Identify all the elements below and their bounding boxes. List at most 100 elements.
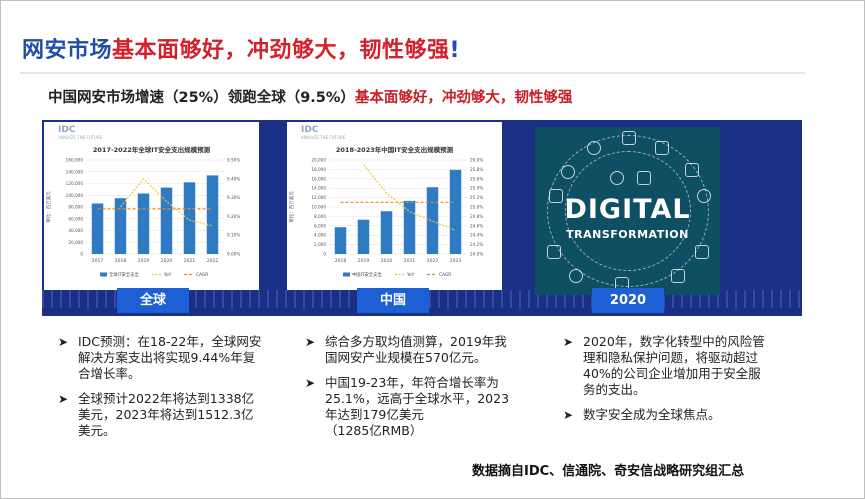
y-tick-label: 160,000 — [66, 158, 84, 163]
y-tick-label: 0 — [323, 252, 326, 257]
y-tick-label: 12,000 — [311, 195, 326, 200]
y2-tick-label: 9.20% — [227, 214, 240, 219]
x-tick-label: 2022 — [207, 258, 219, 264]
china-chart-title: 2018-2023年中国IT安全支出规模预测 — [335, 146, 454, 154]
bullet-extra: （1285亿RMB） — [325, 423, 423, 438]
digital-transformation-image: DIGITAL TRANSFORMATION — [535, 127, 720, 295]
document-icon — [637, 171, 651, 185]
y2-tick-label: 24.4% — [470, 233, 483, 238]
china-chart-card: IDC ANALYZE THE FUTURE 2018-2023年中国IT安全支出… — [287, 122, 502, 290]
y-tick-label: 6,000 — [314, 223, 326, 228]
bar — [183, 182, 196, 254]
idea-icon — [569, 269, 583, 283]
data-source-note: 数据摘自IDC、信通院、奇安信战略研究组汇总 — [472, 464, 745, 479]
bar — [403, 200, 416, 254]
monitor-icon — [622, 131, 636, 145]
transformation-word: TRANSFORMATION — [566, 228, 689, 241]
x-tick-label: 2023 — [450, 258, 462, 264]
axis-label: 单位：百万美元 — [288, 191, 295, 223]
bullet-item: 全球预计2022年将达到1338亿美元，2023年将达到1512.3亿美元。 — [58, 391, 263, 439]
y2-tick-label: 26.0% — [470, 158, 483, 163]
bar — [137, 193, 150, 254]
x-tick-label: 2021 — [404, 258, 416, 264]
y-tick-label: 2,000 — [314, 242, 326, 247]
y-tick-label: 20,000 — [68, 240, 83, 245]
global-chart-title: 2017-2022年全球IT安全支出规模预测 — [92, 146, 211, 154]
bar — [449, 169, 462, 254]
x-tick-label: 2018 — [335, 258, 347, 264]
global-chart-card: IDC ANALYZE THE FUTURE 2017-2022年全球IT安全支出… — [44, 122, 259, 290]
legend-swatch — [100, 272, 107, 277]
title-mark: ! — [449, 38, 461, 63]
idc-logo: IDC ANALYZE THE FUTURE — [58, 125, 103, 140]
y-tick-label: 0 — [80, 252, 83, 257]
y2-tick-label: 9.30% — [227, 195, 240, 200]
y-tick-label: 8,000 — [314, 214, 326, 219]
digital-caption: 2020 — [592, 288, 664, 313]
cloud-icon — [587, 141, 601, 155]
legend-label: YoY — [406, 272, 415, 278]
bar — [91, 203, 104, 254]
legend-label: YoY — [163, 272, 172, 278]
y-tick-label: 18,000 — [311, 167, 326, 172]
y2-tick-label: 25.0% — [470, 205, 483, 210]
yoy-line — [363, 164, 456, 232]
y2-tick-label: 9.50% — [227, 158, 240, 163]
y-tick-label: 14,000 — [311, 186, 326, 191]
slide-subtitle: 中国网安市场增速（25%）领跑全球（9.5%）基本面够好，冲劲够大，韧性够强 — [48, 86, 572, 107]
y2-tick-label: 25.2% — [470, 195, 483, 200]
y-tick-label: 20,000 — [311, 158, 326, 163]
y2-tick-label: 25.6% — [470, 176, 483, 181]
y2-tick-label: 9.00% — [227, 252, 240, 257]
y-tick-label: 140,000 — [66, 169, 84, 174]
y-tick-label: 40,000 — [68, 228, 83, 233]
y-tick-label: 4,000 — [314, 233, 326, 238]
bar — [426, 187, 439, 254]
y2-tick-label: 25.8% — [470, 167, 483, 172]
axis-label: 单位：百万美元 — [45, 191, 52, 223]
digital-word: DIGITAL — [564, 194, 691, 225]
y2-tick-label: 24.8% — [470, 214, 483, 219]
y-tick-label: 80,000 — [68, 205, 83, 210]
y2-tick-label: 25.4% — [470, 186, 483, 191]
x-tick-label: 2017 — [92, 258, 104, 264]
y-tick-label: 16,000 — [311, 176, 326, 181]
legend-swatch — [343, 272, 350, 277]
x-tick-label: 2022 — [427, 258, 439, 264]
subtitle-black-text: 中国网安市场增速（25%）领跑全球（9.5%） — [48, 90, 355, 106]
digital-bullets: 2020年，数字化转型中的风险管理和隐私保护问题，将驱动超过40%的公司企业增加… — [563, 334, 768, 432]
china-bullets: 综合多方取均值测算，2019年我国网安产业规模在570亿元。 中国19-23年，… — [305, 334, 515, 439]
y2-tick-label: 24.2% — [470, 242, 483, 247]
legend-label: 全球IT安全支出 — [109, 271, 139, 278]
bar — [114, 198, 127, 254]
x-tick-label: 2019 — [138, 258, 150, 264]
x-tick-label: 2020 — [161, 258, 173, 264]
bullet-item: IDC预测：在18-22年，全球网安解决方案支出将实现9.44%年复合增长率。 — [58, 334, 263, 382]
globe-icon — [697, 189, 711, 203]
y2-tick-label: 9.40% — [227, 176, 240, 181]
bar — [334, 227, 347, 254]
global-bullets: IDC预测：在18-22年，全球网安解决方案支出将实现9.44%年复合增长率。 … — [58, 334, 263, 448]
title-red-text: 基本面够好，冲劲够大，韧性够强 — [112, 38, 450, 63]
y2-tick-label: 24.6% — [470, 223, 483, 228]
y2-tick-label: 9.10% — [227, 233, 240, 238]
settings-icon — [610, 171, 624, 185]
bullet-item: 综合多方取均值测算，2019年我国网安产业规模在570亿元。 — [305, 334, 515, 366]
x-tick-label: 2018 — [115, 258, 127, 264]
x-tick-label: 2019 — [358, 258, 370, 264]
x-tick-label: 2021 — [184, 258, 196, 264]
global-caption: 全球 — [117, 288, 189, 313]
bar — [357, 219, 370, 254]
title-blue-text: 网安市场 — [22, 38, 113, 63]
idc-logo: IDC ANALYZE THE FUTURE — [301, 125, 346, 140]
x-tick-label: 2020 — [381, 258, 393, 264]
chart-icon — [695, 245, 709, 259]
legend-label: CAGR — [196, 272, 208, 278]
yoy-line — [120, 177, 213, 227]
user-icon — [561, 165, 575, 179]
y-tick-label: 120,000 — [66, 181, 84, 186]
title-divider — [20, 72, 805, 74]
camera-icon — [655, 141, 669, 155]
bar — [160, 187, 173, 254]
bar — [206, 175, 219, 254]
